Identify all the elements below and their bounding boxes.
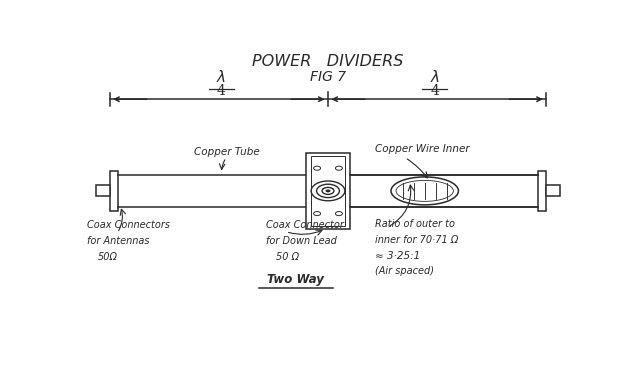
Text: Copper Tube: Copper Tube [194, 147, 260, 156]
Text: 50Ω: 50Ω [97, 252, 117, 262]
Text: Ratio of outer to: Ratio of outer to [375, 219, 455, 229]
Text: 4: 4 [430, 84, 439, 98]
Text: 50 Ω: 50 Ω [276, 252, 299, 262]
Bar [547, 185, 560, 197]
Ellipse shape [391, 177, 458, 205]
Bar [311, 156, 345, 226]
Text: 4: 4 [217, 84, 226, 98]
Text: Coax Connectors: Coax Connectors [88, 220, 170, 230]
Text: inner for 70·71 Ω: inner for 70·71 Ω [375, 235, 458, 245]
Bar [306, 153, 350, 229]
Circle shape [326, 189, 330, 192]
Bar [538, 170, 547, 211]
Text: $\lambda$: $\lambda$ [216, 69, 227, 85]
Text: ≈ 3·25:1: ≈ 3·25:1 [375, 251, 420, 261]
Bar [96, 185, 110, 197]
Text: Coax Connector: Coax Connector [266, 220, 344, 230]
Text: $\lambda$: $\lambda$ [429, 69, 440, 85]
Text: Two Way: Two Way [268, 273, 324, 286]
Text: FIG 7: FIG 7 [310, 70, 346, 84]
Text: POWER   DIVIDERS: POWER DIVIDERS [252, 54, 404, 69]
Bar [110, 170, 118, 211]
Text: for Antennas: for Antennas [88, 236, 150, 246]
Text: for Down Lead: for Down Lead [266, 236, 337, 246]
Text: Copper Wire Inner: Copper Wire Inner [375, 144, 470, 154]
Text: (Air spaced): (Air spaced) [375, 266, 434, 276]
